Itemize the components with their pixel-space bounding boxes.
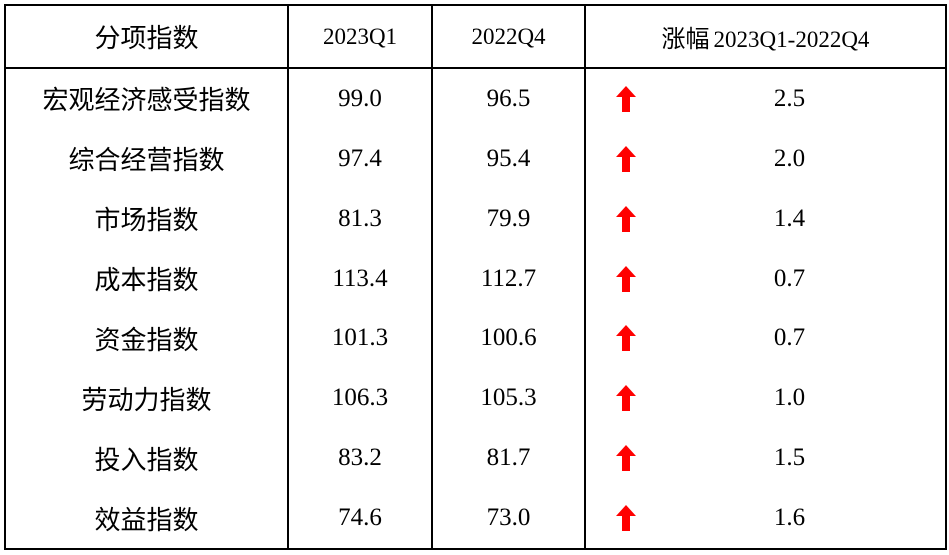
arrow-up-icon [616,145,636,172]
row-value-2022q4: 100.6 [431,308,586,369]
row-value-2022q4: 73.0 [431,488,586,550]
row-value-2023q1: 101.3 [287,308,433,369]
row-change-value: 0.7 [773,324,806,352]
row-change-cell: 1.6 [584,488,947,550]
row-value-2022q4: 81.7 [431,428,586,489]
row-index-name: 综合经营指数 [4,128,289,189]
row-value-2023q1: 74.6 [287,488,433,550]
header-change-range: 2023Q1-2022Q4 [713,27,870,52]
header-change-label: 涨幅 [661,25,710,53]
row-change-value: 1.5 [773,444,806,472]
row-change-value: 1.0 [773,384,806,412]
table-row: 综合经营指数 97.4 95.4 2.0 [4,128,947,189]
row-value-2023q1: 97.4 [287,128,433,189]
row-value-2023q1: 81.3 [287,188,433,249]
arrow-up-icon [616,385,636,412]
row-change-value: 2.0 [773,144,806,172]
row-value-2023q1: 106.3 [287,368,433,429]
table-row: 宏观经济感受指数 99.0 96.5 2.5 [4,68,947,129]
arrow-up-icon [616,505,636,532]
arrow-up-icon [616,205,636,232]
header-2022q4: 2022Q4 [431,4,586,69]
row-value-2023q1: 99.0 [287,68,433,129]
table-row: 劳动力指数 106.3 105.3 1.0 [4,368,947,429]
table-row: 资金指数 101.3 100.6 0.7 [4,308,947,369]
table-row: 市场指数 81.3 79.9 1.4 [4,188,947,249]
header-2023q1: 2023Q1 [287,4,433,69]
row-index-name: 宏观经济感受指数 [4,68,289,129]
header-change: 涨幅 2023Q1-2022Q4 [584,4,947,69]
row-value-2022q4: 96.5 [431,68,586,129]
row-value-2022q4: 105.3 [431,368,586,429]
row-change-value: 2.5 [773,84,806,112]
row-change-cell: 1.0 [584,368,947,429]
row-change-cell: 2.5 [584,68,947,129]
row-change-cell: 1.4 [584,188,947,249]
row-index-name: 投入指数 [4,428,289,489]
row-change-value: 1.6 [773,504,806,532]
row-change-cell: 0.7 [584,308,947,369]
row-value-2022q4: 79.9 [431,188,586,249]
row-index-name: 市场指数 [4,188,289,249]
header-category: 分项指数 [4,4,289,69]
row-index-name: 效益指数 [4,488,289,550]
row-value-2022q4: 95.4 [431,128,586,189]
table-row: 成本指数 113.4 112.7 0.7 [4,248,947,309]
row-change-value: 0.7 [773,264,806,292]
arrow-up-icon [616,325,636,352]
row-value-2023q1: 83.2 [287,428,433,489]
row-value-2022q4: 112.7 [431,248,586,309]
table-row: 投入指数 83.2 81.7 1.5 [4,428,947,489]
row-change-cell: 1.5 [584,428,947,489]
row-change-cell: 0.7 [584,248,947,309]
row-index-name: 成本指数 [4,248,289,309]
row-change-value: 1.4 [773,204,806,232]
header-row: 分项指数 2023Q1 2022Q4 涨幅 2023Q1-2022Q4 [4,4,947,69]
arrow-up-icon [616,265,636,292]
arrow-up-icon [616,445,636,472]
table-row: 效益指数 74.6 73.0 1.6 [4,488,947,550]
row-value-2023q1: 113.4 [287,248,433,309]
arrow-up-icon [616,85,636,112]
index-table: 分项指数 2023Q1 2022Q4 涨幅 2023Q1-2022Q4 宏观经济… [4,4,947,550]
row-index-name: 劳动力指数 [4,368,289,429]
row-index-name: 资金指数 [4,308,289,369]
row-change-cell: 2.0 [584,128,947,189]
